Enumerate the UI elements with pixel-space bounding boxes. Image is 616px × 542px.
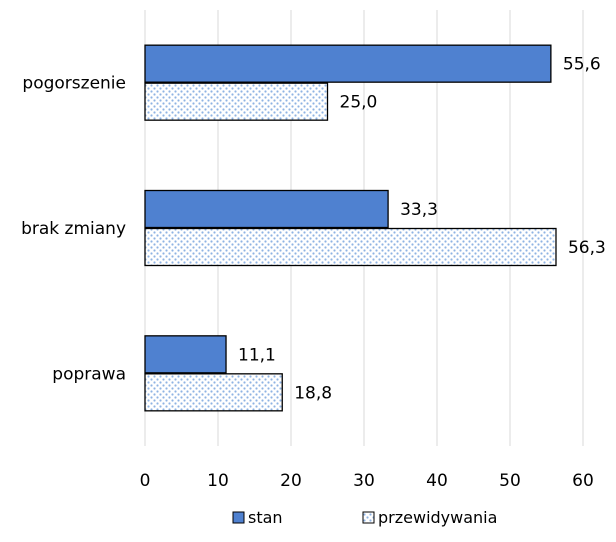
bars [144,44,557,412]
x-tick-label: 50 [499,471,521,491]
legend: stan przewidywania [232,508,497,527]
bar-przewidywania-brak-zmiany [144,227,557,267]
data-label: 18,8 [294,383,332,403]
x-tick-label: 40 [426,471,448,491]
legend-swatch [232,511,245,524]
bar-stan-pogorszenie [144,44,552,83]
data-label: 11,1 [238,345,276,365]
category-label: poprawa [52,364,126,384]
x-axis-ticks: 0 10 20 30 40 50 60 [140,471,594,491]
x-tick-label: 60 [572,471,594,491]
data-label: 56,3 [568,238,606,258]
data-label: 25,0 [340,93,378,113]
bar-przewidywania-poprawa [144,373,283,412]
bar-stan-poprawa [144,335,227,374]
legend-label: stan [248,508,283,527]
category-label: brak zmiany [21,219,126,239]
data-labels: 55,6 25,0 33,3 56,3 11,1 18,8 [238,55,606,404]
data-label: 33,3 [400,200,438,220]
legend-label: przewidywania [378,508,497,527]
category-labels: pogorszenie brak zmiany poprawa [21,74,126,385]
data-label: 55,6 [563,55,601,75]
category-label: pogorszenie [22,74,126,94]
legend-swatch [362,511,375,524]
x-tick-label: 0 [140,471,151,491]
bar-przewidywania-pogorszenie [144,82,329,121]
x-tick-label: 20 [280,471,302,491]
x-tick-label: 30 [353,471,375,491]
x-tick-label: 10 [207,471,229,491]
bar-stan-brak-zmiany [144,189,389,229]
